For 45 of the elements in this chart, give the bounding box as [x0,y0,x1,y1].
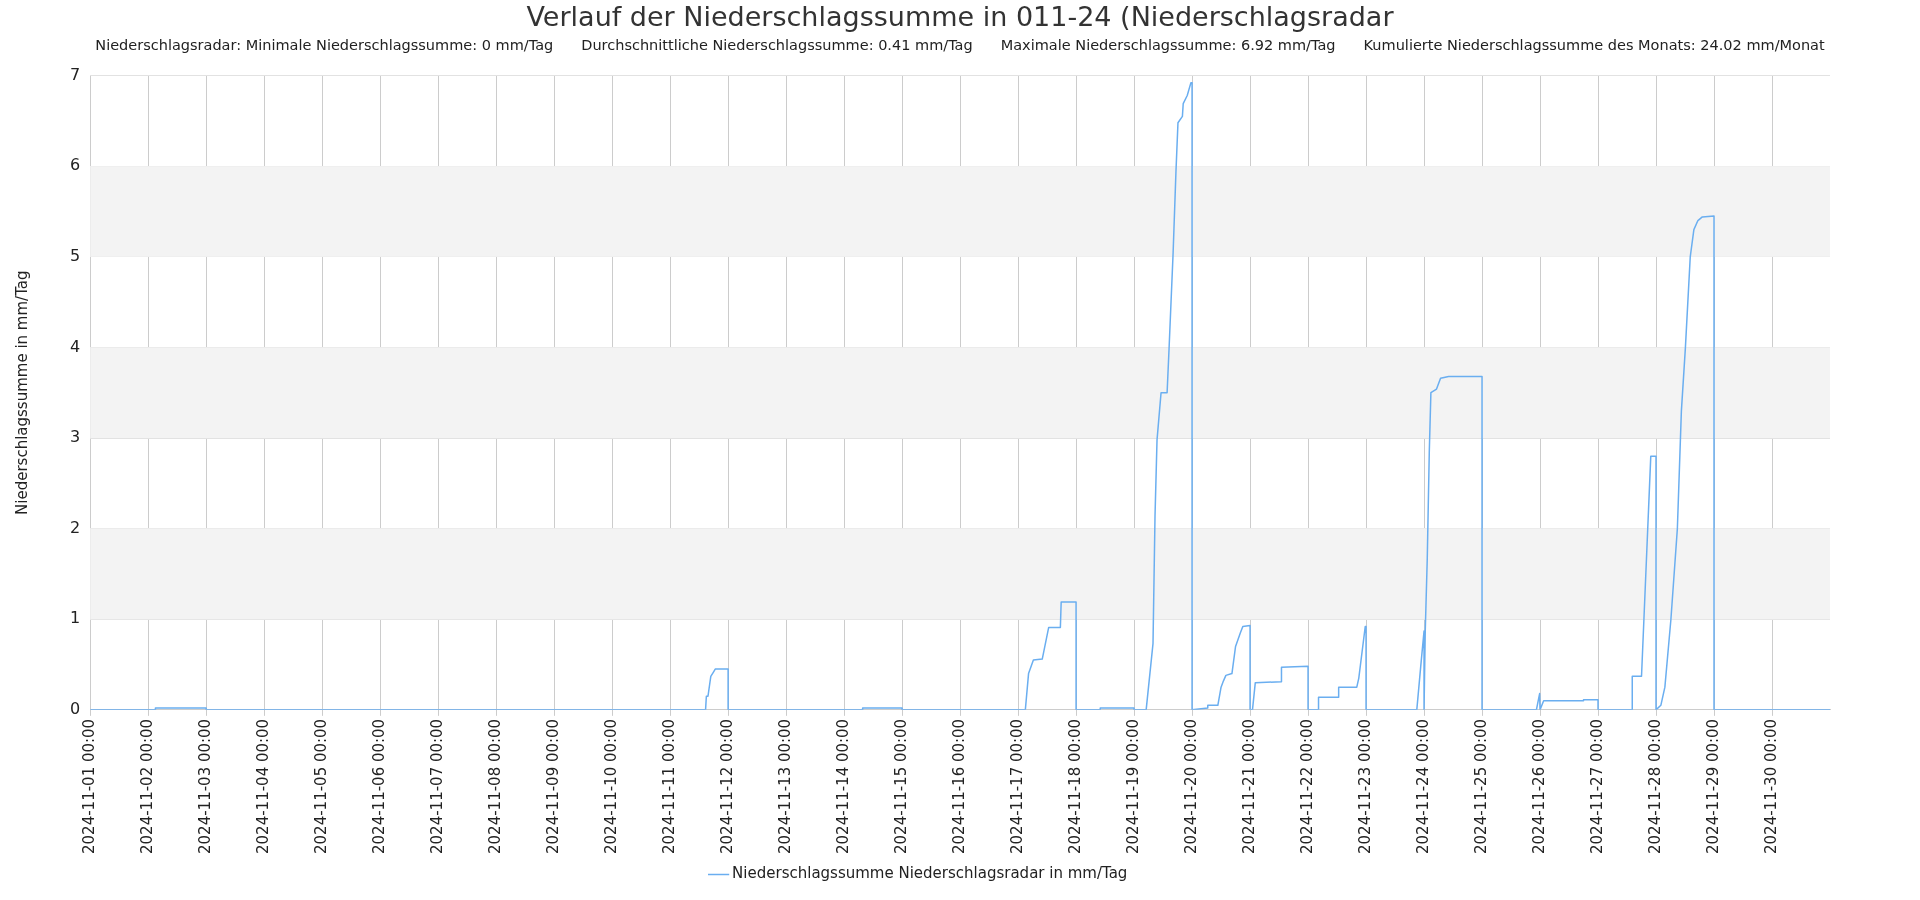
x-tick-label: 2024-11-01 00:00 [80,718,99,854]
y-tick-label: 6 [69,155,81,175]
x-tick-label: 2024-11-22 00:00 [1297,718,1316,854]
x-tick-label: 2024-11-12 00:00 [718,718,736,854]
text: Maximale Niederschlagssumme: 6.92 mm/Tag [1000,36,1336,55]
legend-label: Niederschlagssumme Niederschlagsradar in mm/Tag [732,864,1128,883]
text: Durchschnittliche Niederschlagssumme: 0.41 mm/Tag [581,36,973,55]
x-tick-label: 2024-11-13 00:00 [776,718,794,854]
x-tick-label: 2024-11-05 00:00 [312,718,331,854]
x-tick-label: 2024-11-16 00:00 [949,718,968,854]
chart-title: Verlauf der Niederschlagssumme in 011-24 (Niederschlagsradar [525,0,1395,34]
text: Niederschlagsradar: Minimale Niederschlagssumme: 0 mm/Tag [95,36,554,55]
y-tick-label: 5 [69,245,81,265]
y-axis-title: Niederschlagssumme in mm/Tag [12,270,31,515]
text: Kumulierte Niederschlagssumme des Monats: 24.02 mm/Monat [1363,36,1825,55]
x-tick-label: 2024-11-10 00:00 [602,718,621,854]
x-tick-label: 2024-11-26 00:00 [1529,718,1548,854]
x-tick-label: 2024-11-27 00:00 [1587,718,1606,854]
x-tick-label: 2024-11-04 00:00 [254,718,273,854]
y-tick-label: 4 [69,336,81,356]
x-tick-label: 2024-11-19 00:00 [1123,718,1142,854]
x-tick-label: 2024-11-06 00:00 [370,718,389,854]
x-tick-label: 2024-11-17 00:00 [1007,718,1026,854]
x-tick-label: 2024-11-15 00:00 [891,718,910,854]
x-tick-label: 2024-11-07 00:00 [428,718,447,854]
y-tick-label: 1 [69,608,81,628]
x-tick-label: 2024-11-21 00:00 [1239,718,1258,854]
x-tick-label: 2024-11-23 00:00 [1355,718,1374,854]
x-tick-label: 2024-11-20 00:00 [1181,718,1200,854]
x-tick-label: 2024-11-30 00:00 [1761,718,1780,854]
x-tick-label: 2024-11-24 00:00 [1413,718,1432,854]
x-tick-label: 2024-11-09 00:00 [544,718,563,854]
x-tick-label: 2024-11-08 00:00 [486,718,505,854]
y-tick-label: 0 [69,698,81,718]
x-tick-label: 2024-11-02 00:00 [138,718,157,854]
x-tick-label: 2024-11-14 00:00 [833,718,852,854]
x-tick-label: 2024-11-29 00:00 [1703,718,1722,854]
y-tick-label: 2 [69,517,81,537]
x-tick-label: 2024-11-03 00:00 [196,718,215,854]
x-tick-label: 2024-11-28 00:00 [1645,718,1664,854]
y-tick-label: 3 [69,427,81,447]
x-tick-label: 2024-11-25 00:00 [1471,718,1490,854]
x-tick-label: 2024-11-11 00:00 [660,718,679,854]
y-tick-label: 7 [69,64,81,84]
x-tick-label: 2024-11-18 00:00 [1065,718,1084,854]
